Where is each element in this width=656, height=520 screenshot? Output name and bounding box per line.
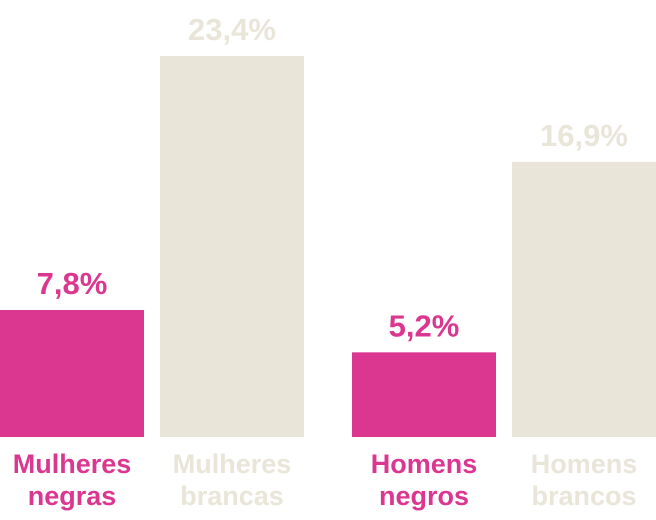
bars-group	[0, 56, 656, 438]
bar-2	[352, 352, 496, 437]
value-label-0: 7,8%	[37, 266, 108, 301]
category-label-2-line-1: negros	[379, 481, 469, 511]
category-label-1-line-0: Mulheres	[173, 449, 292, 479]
value-label-3: 16,9%	[540, 118, 628, 153]
category-label-0-line-1: negras	[28, 481, 117, 511]
bar-0	[0, 310, 144, 437]
category-label-2-line-0: Homens	[371, 449, 478, 479]
category-label-3-line-1: brancos	[531, 481, 636, 511]
value-labels-group: 7,8% 23,4% 5,2% 16,9%	[37, 12, 628, 343]
bar-3	[512, 161, 656, 438]
value-label-2: 5,2%	[389, 308, 460, 343]
category-label-3-line-0: Homens	[531, 449, 638, 479]
category-labels-group: MulheresnegrasMulheresbrancasHomensnegro…	[13, 449, 638, 511]
bar-1	[160, 56, 304, 437]
category-label-1-line-1: brancas	[180, 481, 284, 511]
category-label-0-line-0: Mulheres	[13, 449, 132, 479]
value-label-1: 23,4%	[188, 12, 276, 47]
